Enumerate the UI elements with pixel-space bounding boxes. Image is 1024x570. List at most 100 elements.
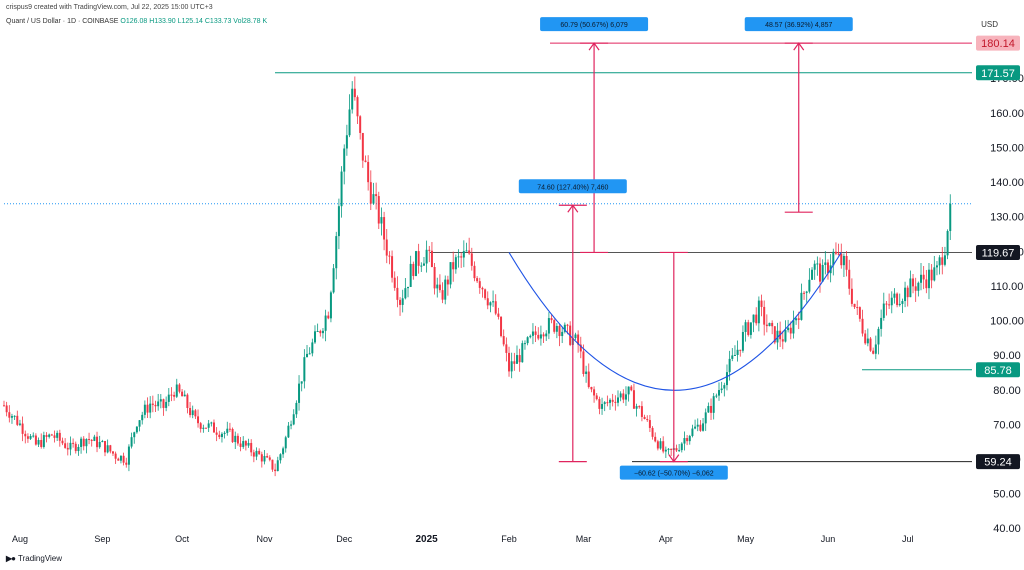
candle-body bbox=[266, 456, 269, 458]
candle-body bbox=[909, 278, 912, 298]
candle-body bbox=[702, 423, 705, 431]
candle-body bbox=[441, 290, 444, 300]
candle-body bbox=[422, 263, 425, 266]
candle-body bbox=[845, 255, 848, 270]
candle-body bbox=[244, 441, 247, 446]
candle-body bbox=[707, 405, 710, 413]
candle-body bbox=[236, 435, 239, 444]
candle-body bbox=[311, 342, 314, 354]
candle-body bbox=[215, 432, 218, 435]
y-tick-label: 50.00 bbox=[993, 489, 1021, 501]
candle-body bbox=[550, 318, 553, 321]
candle-body bbox=[412, 263, 415, 276]
candle-body bbox=[239, 443, 242, 447]
candle-body bbox=[420, 265, 423, 267]
candle-body bbox=[890, 297, 893, 306]
candle-body bbox=[662, 441, 665, 452]
candle-body bbox=[797, 318, 800, 320]
candle-body bbox=[69, 442, 72, 450]
candle-body bbox=[263, 456, 266, 462]
candle-body bbox=[90, 439, 93, 441]
candle-body bbox=[555, 325, 558, 332]
measure-badge bbox=[744, 17, 853, 32]
candle-body bbox=[319, 330, 322, 334]
candle-body bbox=[407, 286, 410, 289]
candle-body bbox=[558, 325, 561, 337]
candle-body bbox=[882, 303, 885, 318]
candle-body bbox=[563, 324, 566, 332]
candle-body bbox=[260, 454, 263, 462]
y-tick-label: 70.00 bbox=[993, 419, 1021, 431]
candle-body bbox=[436, 284, 439, 289]
candle-body bbox=[675, 448, 678, 451]
tradingview-logo[interactable]: ▶● TradingView bbox=[6, 554, 62, 563]
candle-body bbox=[380, 217, 383, 224]
candle-body bbox=[648, 420, 651, 428]
candle-body bbox=[165, 401, 168, 408]
candle-body bbox=[718, 390, 721, 396]
candle-body bbox=[162, 399, 165, 408]
candle-body bbox=[664, 449, 667, 452]
candle-body bbox=[678, 450, 681, 452]
candle-body bbox=[877, 328, 880, 345]
candle-body bbox=[566, 324, 569, 326]
candle-body bbox=[457, 256, 460, 258]
candle-body bbox=[45, 435, 48, 437]
candle-body bbox=[824, 262, 827, 265]
candle-body bbox=[723, 385, 726, 389]
candle-body bbox=[898, 303, 901, 306]
candle-body bbox=[531, 331, 534, 336]
candle-body bbox=[659, 441, 662, 449]
candle-body bbox=[813, 263, 816, 270]
candle-body bbox=[640, 406, 643, 417]
candle-body bbox=[545, 333, 548, 337]
candle-body bbox=[826, 262, 829, 274]
candle-body bbox=[694, 426, 697, 429]
measure-arrow bbox=[668, 454, 680, 463]
candle-body bbox=[539, 334, 542, 339]
candle-body bbox=[856, 307, 859, 309]
candle-body bbox=[183, 394, 186, 397]
candle-body bbox=[122, 455, 125, 463]
y-tick-label: 40.00 bbox=[993, 523, 1021, 535]
candle-body bbox=[417, 251, 420, 266]
measure-arrow bbox=[567, 204, 579, 213]
candle-body bbox=[542, 334, 545, 337]
candle-body bbox=[250, 442, 253, 453]
measure-badge-text: 48.57 (36.92%) 4,857 bbox=[765, 22, 832, 29]
candle-body bbox=[733, 354, 736, 356]
candle-body bbox=[808, 279, 811, 292]
candle-body bbox=[547, 318, 550, 334]
candle-body bbox=[372, 194, 375, 204]
candle-body bbox=[34, 435, 37, 445]
candle-body bbox=[481, 287, 484, 290]
currency-label[interactable]: USD bbox=[981, 20, 998, 29]
candle-body bbox=[872, 350, 875, 354]
candle-body bbox=[515, 355, 518, 364]
candle-body bbox=[866, 338, 869, 344]
y-tick-label: 110.00 bbox=[991, 281, 1024, 293]
candle-body bbox=[414, 251, 417, 276]
candle-body bbox=[720, 388, 723, 391]
candle-body bbox=[430, 250, 433, 268]
candle-body bbox=[906, 287, 909, 298]
candle-body bbox=[393, 277, 396, 288]
candle-body bbox=[601, 404, 604, 409]
candle-body bbox=[130, 437, 133, 447]
candlestick-series bbox=[3, 76, 952, 477]
candle-body bbox=[388, 255, 391, 257]
candle-body bbox=[816, 263, 819, 265]
candle-body bbox=[385, 239, 388, 256]
candle-body bbox=[521, 343, 524, 363]
candle-body bbox=[710, 405, 713, 413]
symbol-name[interactable]: Quant / US Dollar · 1D · COINBASE bbox=[6, 18, 119, 25]
candle-body bbox=[29, 436, 32, 439]
candle-body bbox=[893, 293, 896, 298]
candle-body bbox=[446, 279, 449, 285]
candle-body bbox=[593, 389, 596, 396]
candle-body bbox=[848, 269, 851, 289]
candle-body bbox=[143, 404, 146, 415]
candle-body bbox=[401, 298, 404, 305]
candle-body bbox=[77, 446, 80, 452]
